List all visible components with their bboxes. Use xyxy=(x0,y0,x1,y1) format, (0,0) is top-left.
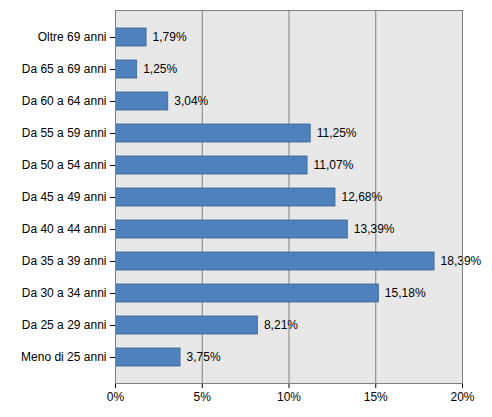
svg-text:15%: 15% xyxy=(364,390,388,404)
svg-text:18,39%: 18,39% xyxy=(441,254,482,268)
svg-text:Meno di 25 anni: Meno di 25 anni xyxy=(21,350,106,364)
svg-text:1,79%: 1,79% xyxy=(153,30,187,44)
svg-text:13,39%: 13,39% xyxy=(354,222,395,236)
svg-text:Da 30 a 34 anni: Da 30 a 34 anni xyxy=(22,286,107,300)
svg-text:Da 65 a 69 anni: Da 65 a 69 anni xyxy=(22,62,107,76)
svg-text:15,18%: 15,18% xyxy=(385,286,426,300)
svg-text:0%: 0% xyxy=(107,390,125,404)
svg-text:Da 55 a 59 anni: Da 55 a 59 anni xyxy=(22,126,107,140)
svg-text:Da 35 a 39 anni: Da 35 a 39 anni xyxy=(22,254,107,268)
svg-text:3,75%: 3,75% xyxy=(187,350,221,364)
svg-text:8,21%: 8,21% xyxy=(264,318,298,332)
svg-text:10%: 10% xyxy=(277,390,301,404)
svg-text:12,68%: 12,68% xyxy=(341,190,382,204)
svg-text:Oltre 69 anni: Oltre 69 anni xyxy=(38,30,107,44)
svg-text:Da 50 a 54 anni: Da 50 a 54 anni xyxy=(22,158,107,172)
svg-text:11,07%: 11,07% xyxy=(314,158,354,172)
svg-text:11,25%: 11,25% xyxy=(317,126,357,140)
svg-text:1,25%: 1,25% xyxy=(143,62,177,76)
svg-text:20%: 20% xyxy=(450,390,474,404)
svg-text:5%: 5% xyxy=(194,390,212,404)
svg-text:3,04%: 3,04% xyxy=(174,94,208,108)
svg-text:Da 60 a 64 anni: Da 60 a 64 anni xyxy=(22,94,107,108)
svg-text:Da 40 a 44 anni: Da 40 a 44 anni xyxy=(22,222,107,236)
svg-text:Da 25 a 29 anni: Da 25 a 29 anni xyxy=(22,318,107,332)
svg-text:Da 45 a 49 anni: Da 45 a 49 anni xyxy=(22,190,107,204)
